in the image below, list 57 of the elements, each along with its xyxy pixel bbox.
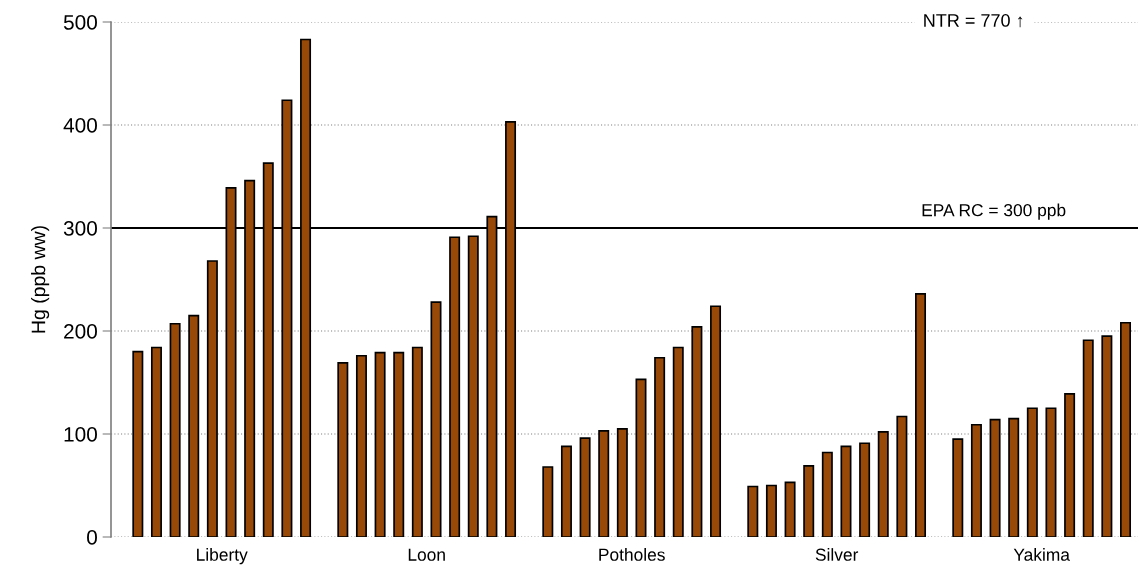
y-tick-label: 200 [64, 324, 97, 339]
x-tick-label: Liberty [197, 548, 248, 565]
bar [877, 431, 889, 537]
bar [896, 415, 908, 537]
bar [411, 346, 423, 537]
bar [654, 356, 666, 537]
x-tick-label: Potholes [599, 548, 665, 561]
y-tick-label: 500 [63, 15, 97, 30]
bar [970, 423, 982, 537]
bar [1008, 417, 1020, 537]
bar [1045, 407, 1057, 537]
bar [1064, 392, 1076, 537]
annotation: NTR = 770 ↑ [924, 14, 1023, 28]
bar [765, 484, 777, 537]
bar [672, 346, 684, 537]
bar [1026, 407, 1038, 537]
bar [374, 351, 386, 537]
bar [952, 438, 964, 537]
bar [635, 378, 647, 537]
bar [821, 451, 833, 537]
bar [393, 351, 405, 537]
bar [542, 466, 554, 537]
x-tick-label: Yakima [1013, 548, 1070, 561]
bar [691, 326, 703, 537]
y-tick-label: 300 [63, 221, 97, 236]
bar [169, 322, 181, 537]
x-tick-label: Loon [408, 548, 445, 561]
bar [989, 418, 1001, 537]
y-axis-title: Hg (ppb ww) [31, 226, 50, 333]
bar [188, 314, 200, 537]
bar [616, 428, 628, 537]
bar [598, 430, 610, 537]
bar [560, 445, 572, 537]
bar [132, 350, 144, 537]
bar [859, 442, 871, 537]
bar [710, 305, 722, 537]
bar [467, 235, 479, 537]
bar [579, 437, 591, 537]
bar [206, 260, 218, 537]
ref-line-label: EPA RC = 300 ppb [922, 203, 1066, 220]
y-tick-label: 0 [87, 530, 97, 545]
bar [355, 354, 367, 537]
bar [150, 346, 162, 537]
bar [1101, 335, 1113, 537]
bar [747, 485, 759, 537]
y-tick-label: 400 [63, 118, 97, 133]
bar [915, 293, 927, 537]
bar [449, 236, 461, 537]
bar [1082, 339, 1094, 537]
x-tick-label: Silver [815, 548, 859, 561]
bar [430, 301, 442, 537]
bar [1120, 321, 1132, 537]
y-tick-label: 100 [64, 427, 97, 442]
bar [337, 362, 349, 537]
bar [784, 481, 796, 537]
bar [840, 445, 852, 537]
bar [803, 465, 815, 537]
